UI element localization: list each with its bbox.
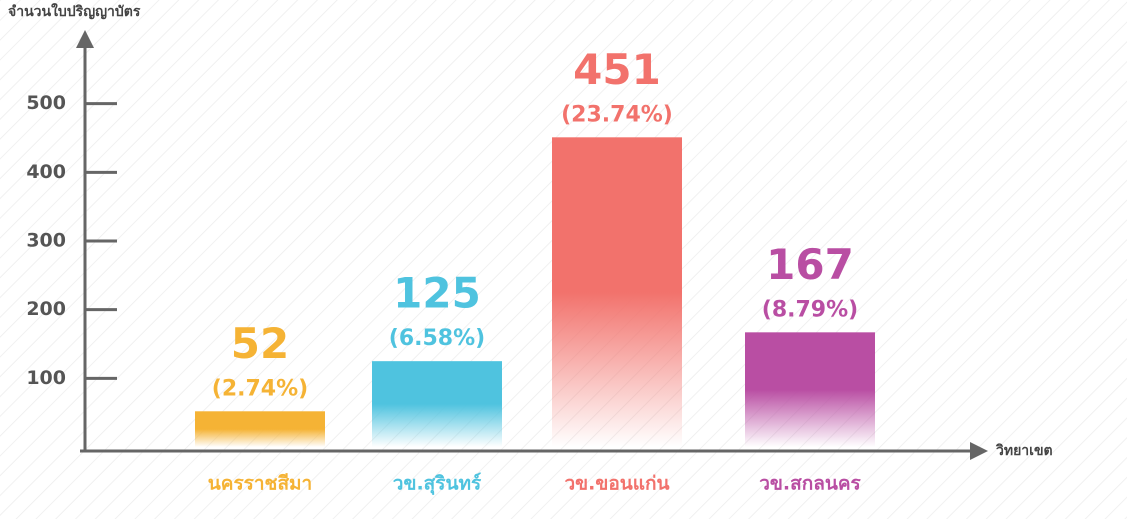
bar <box>372 361 502 447</box>
y-axis-title: จำนวนใบปริญญาบัตร <box>8 2 141 20</box>
share-label: (2.74%) <box>212 376 308 401</box>
value-label: 451 <box>573 45 661 94</box>
share-label: (23.74%) <box>561 102 673 127</box>
x-tick-label: นครราชสีมา <box>208 473 312 495</box>
x-tick-label: วข.ขอนแก่น <box>564 473 669 495</box>
y-tick-label: 100 <box>26 367 66 389</box>
bar <box>552 137 682 447</box>
bar <box>745 332 875 447</box>
y-tick-label: 500 <box>26 92 66 114</box>
y-tick-label: 400 <box>26 161 66 183</box>
y-tick-label: 300 <box>26 230 66 252</box>
x-axis-arrow <box>970 442 988 460</box>
x-axis-title: วิทยาเขต <box>995 443 1053 459</box>
x-tick-label: วข.สกลนคร <box>759 473 861 495</box>
y-tick-label: 200 <box>26 298 66 320</box>
value-label: 125 <box>393 269 481 318</box>
share-label: (6.58%) <box>389 326 485 351</box>
share-label: (8.79%) <box>762 297 858 322</box>
bar <box>195 411 325 447</box>
y-axis-arrow <box>76 30 94 48</box>
value-label: 167 <box>766 240 854 289</box>
value-label: 52 <box>231 319 289 368</box>
x-tick-label: วข.สุรินทร์ <box>393 473 482 496</box>
